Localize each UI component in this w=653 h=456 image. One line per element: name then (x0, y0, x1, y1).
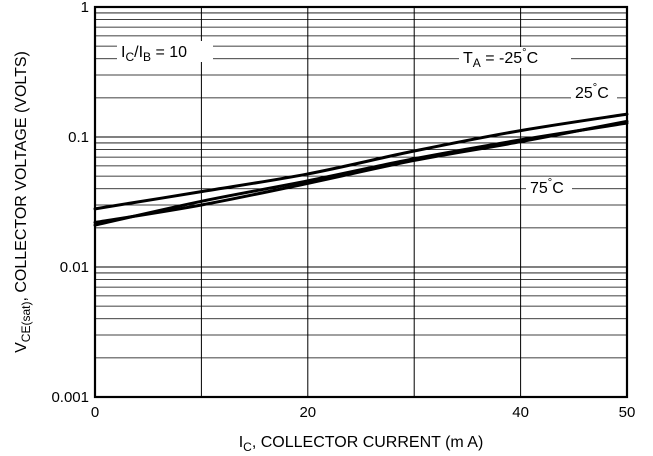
annotations: IC/IB = 10 TA = -25°C25°C75°C (117, 41, 617, 198)
annotation-75c-background (526, 177, 572, 198)
y-tick-label: 0.01 (60, 259, 89, 276)
y-axis-title-sub: CE(sat) (19, 302, 33, 343)
annotation-ta: TA = -25°C (463, 47, 538, 70)
series-group (93, 112, 629, 227)
annotation-ratio-part: /I (134, 44, 143, 61)
annotation-ta-part: = -25 (481, 50, 522, 67)
annotation-25c-part: ° (593, 82, 597, 94)
y-tick-label: 1 (81, 0, 89, 16)
annotation-ratio-part: I (121, 44, 125, 61)
annotation-ta-background (459, 47, 571, 68)
annotation-75c: 75°C (530, 177, 564, 197)
plot-frame (93, 5, 629, 399)
x-axis-title-rest: , COLLECTOR CURRENT (m A) (252, 434, 483, 451)
annotation-25c: 25°C (575, 82, 609, 102)
annotation-75c-part: C (552, 180, 564, 197)
x-tick-label: 50 (619, 404, 636, 421)
y-tick-label: 0.1 (68, 129, 89, 146)
annotation-25c-background (571, 82, 617, 103)
x-tick-label: 0 (91, 404, 99, 421)
series-line (93, 121, 629, 227)
x-axis-title-sub: C (243, 440, 252, 454)
y-axis-title-rest: , COLLECTOR VOLTAGE (VOLTS) (13, 51, 30, 301)
annotation-ta-part: T (463, 50, 473, 67)
annotation-ratio-part: = 10 (151, 44, 187, 61)
y-tick-label: 0.001 (51, 389, 89, 406)
annotation-25c-part: 25 (575, 85, 593, 102)
annotation-ta-part: C (527, 50, 539, 67)
annotation-75c-part: 75 (530, 180, 548, 197)
x-axis-title-main: I (239, 434, 243, 451)
annotation-ratio-background (117, 41, 213, 62)
x-tick-labels: 0 20 40 50 (91, 404, 636, 421)
series-line (93, 112, 629, 211)
x-tick-label: 40 (512, 404, 529, 421)
annotation-ta-part: A (473, 56, 481, 70)
series-line (93, 119, 629, 224)
y-axis-title: VCE(sat), COLLECTOR VOLTAGE (VOLTS) (13, 51, 33, 353)
annotation-ta-part: ° (522, 47, 526, 59)
annotation-25c-part: C (597, 85, 609, 102)
annotation-ratio-part: C (125, 50, 134, 64)
y-axis-title-main: V (13, 342, 30, 353)
x-tick-label: 20 (299, 404, 316, 421)
annotation-ratio: IC/IB = 10 (121, 44, 187, 64)
x-axis-title: IC, COLLECTOR CURRENT (m A) (239, 434, 484, 454)
annotation-75c-part: ° (548, 177, 552, 189)
y-tick-labels: 1 0.1 0.01 0.001 (51, 0, 89, 406)
annotation-ratio-part: B (143, 50, 151, 64)
